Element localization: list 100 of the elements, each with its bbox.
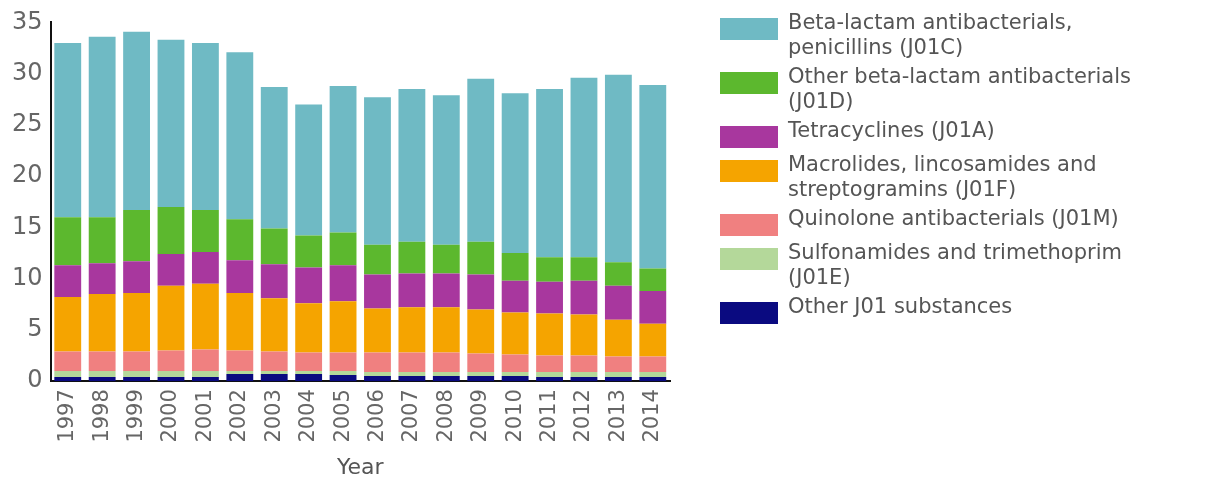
- bar: [467, 78, 495, 242]
- y-tick-label: 25: [11, 109, 43, 138]
- bar: [191, 42, 219, 210]
- bar: [536, 281, 563, 314]
- bar: [329, 265, 357, 302]
- bar: [536, 371, 563, 378]
- bar: [467, 353, 495, 372]
- bar: [123, 370, 150, 378]
- bar: [536, 355, 563, 372]
- bar: [467, 371, 495, 377]
- legend-label: Macrolides, lincosamides and streptogramins (J01F): [788, 152, 1098, 202]
- bar: [639, 268, 667, 291]
- bar: [467, 309, 495, 354]
- bar: [398, 241, 426, 274]
- x-tick-label: 2006: [363, 389, 388, 443]
- bar: [295, 235, 323, 268]
- bar: [329, 232, 357, 266]
- bar: [639, 84, 667, 269]
- x-tick-label: 2007: [398, 389, 423, 443]
- bar: [191, 252, 219, 284]
- x-tick-label: 2011: [536, 389, 560, 443]
- bar: [467, 241, 495, 275]
- legend-label: Tetracyclines (J01A): [788, 118, 995, 143]
- bar: [260, 298, 288, 352]
- bar: [191, 349, 219, 371]
- bar: [88, 377, 116, 382]
- y-tick-label: 35: [11, 6, 43, 35]
- bar: [432, 307, 460, 353]
- x-tick-label: 2009: [467, 389, 492, 443]
- bar: [432, 352, 460, 372]
- bar: [123, 377, 150, 382]
- bar: [639, 290, 667, 324]
- bar: [364, 308, 391, 353]
- bar: [260, 370, 288, 374]
- x-tick-label: 1999: [123, 389, 148, 443]
- bar: [639, 323, 667, 357]
- bar: [639, 356, 667, 372]
- bar: [226, 52, 254, 220]
- bar: [501, 312, 529, 355]
- bar: [54, 351, 82, 371]
- bar: [639, 377, 667, 382]
- bar: [364, 352, 391, 372]
- bar: [226, 293, 254, 351]
- x-tick-label: 2012: [570, 389, 595, 443]
- bar: [157, 254, 185, 286]
- bar: [88, 351, 116, 371]
- bar: [570, 77, 598, 258]
- bar: [364, 97, 391, 245]
- x-tick-label: 2001: [191, 389, 216, 443]
- x-tick-label: 1998: [88, 389, 113, 443]
- bar: [260, 86, 288, 229]
- bar: [88, 36, 116, 218]
- bar: [295, 373, 323, 382]
- bar: [501, 376, 529, 382]
- x-tick-label: 2002: [226, 389, 251, 443]
- x-tick-label: 2008: [432, 389, 457, 443]
- bar: [570, 280, 598, 315]
- bar: [570, 257, 598, 281]
- bar: [364, 371, 391, 377]
- bar: [54, 297, 82, 352]
- bar: [295, 267, 323, 304]
- bar: [88, 217, 116, 264]
- bar: [364, 274, 391, 309]
- bar: [295, 352, 323, 371]
- bar: [639, 371, 667, 378]
- legend-label: Beta-lactam antibacterials, penicillins (J01C): [788, 10, 1074, 60]
- bar: [226, 219, 254, 261]
- bar: [54, 265, 82, 298]
- bar: [432, 273, 460, 308]
- bar: [157, 350, 185, 371]
- bar: [260, 351, 288, 371]
- bar: [432, 95, 460, 245]
- bar: [432, 376, 460, 382]
- bar: [398, 371, 426, 377]
- bar: [398, 376, 426, 382]
- bar: [501, 253, 529, 281]
- bar: [54, 377, 82, 382]
- bar: [226, 350, 254, 371]
- bar: [501, 354, 529, 372]
- y-tick-label: 15: [11, 211, 43, 240]
- x-tick-label: 2014: [639, 389, 664, 443]
- legend-label: Other J01 substances: [788, 294, 1013, 319]
- bar: [604, 371, 632, 378]
- x-tick-label: 1997: [54, 389, 79, 443]
- bar: [604, 285, 632, 320]
- bar: [260, 228, 288, 265]
- bar: [157, 377, 185, 382]
- bar: [536, 313, 563, 356]
- bar: [88, 294, 116, 352]
- legend-label: Other beta-lactam antibacterials (J01D): [788, 64, 1132, 114]
- bar: [570, 377, 598, 382]
- bar: [604, 319, 632, 357]
- bar: [226, 373, 254, 382]
- x-tick-label: 2005: [329, 389, 354, 443]
- bar: [570, 355, 598, 372]
- bar: [123, 31, 150, 210]
- bar: [191, 370, 219, 378]
- bar: [88, 263, 116, 295]
- y-tick-label: 5: [27, 314, 43, 343]
- bar: [570, 371, 598, 378]
